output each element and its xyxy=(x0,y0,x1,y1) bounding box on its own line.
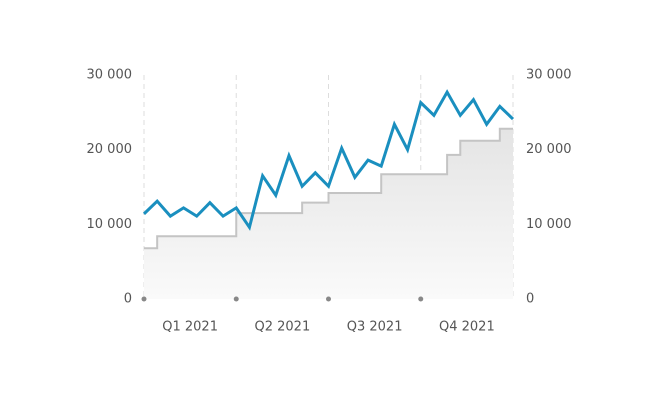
line xyxy=(144,127,513,250)
tick-label: 10 000 xyxy=(87,217,133,232)
x-tick-label: Q2 2021 xyxy=(255,320,311,335)
line xyxy=(142,89,515,231)
tick-label: 20 000 xyxy=(87,142,133,157)
tick-label: 10 000 xyxy=(526,217,572,232)
axis-dot xyxy=(418,296,424,302)
tick-label: 0 xyxy=(526,292,534,307)
tick-label: 0 xyxy=(124,292,132,307)
area xyxy=(144,128,513,299)
x-tick-label: Q1 2021 xyxy=(162,320,218,335)
tick-label: 30 000 xyxy=(87,68,133,83)
tick-label: 30 000 xyxy=(526,68,572,83)
x-tick-label: Q3 2021 xyxy=(347,320,403,335)
axis-dot xyxy=(326,296,331,302)
axis-dot xyxy=(141,296,147,302)
tick-label: 20 000 xyxy=(526,142,572,157)
x-tick-label: Q4 2021 xyxy=(439,320,495,335)
axis-dot xyxy=(233,296,239,302)
